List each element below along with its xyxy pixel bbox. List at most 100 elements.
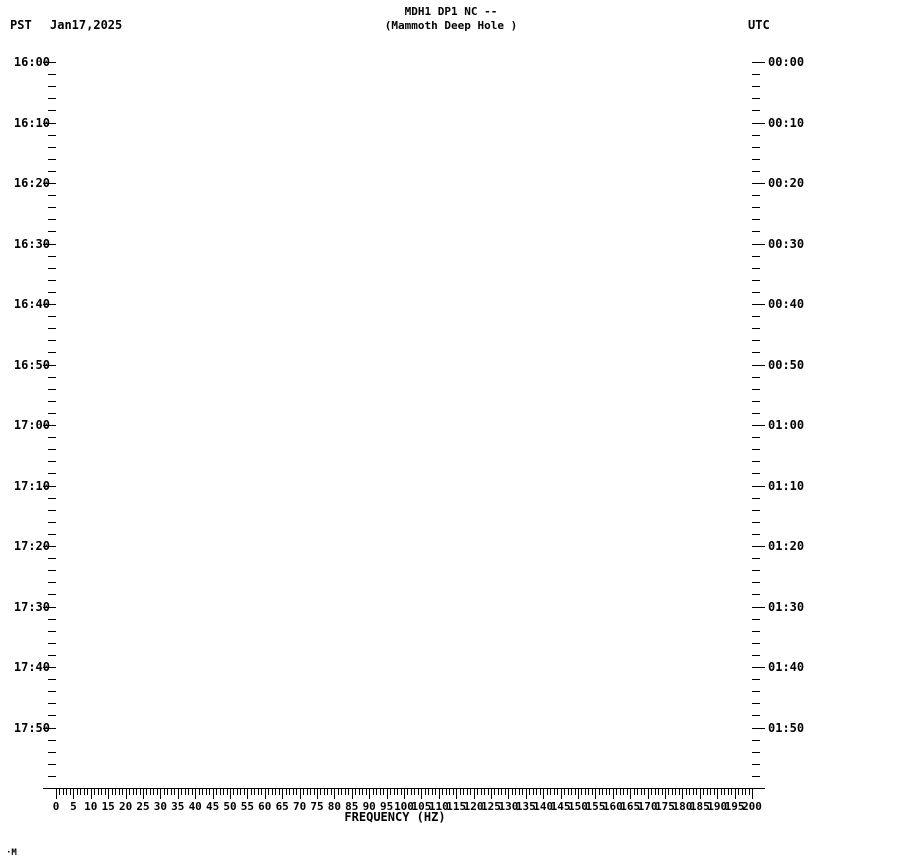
freq-tick-major bbox=[578, 788, 579, 799]
time-tick-minor-right bbox=[752, 522, 760, 523]
station-title-secondary: (Mammoth Deep Hole ) bbox=[384, 19, 518, 32]
freq-tick-minor bbox=[742, 788, 743, 795]
freq-tick-minor bbox=[233, 788, 234, 795]
time-tick-minor-right bbox=[752, 171, 760, 172]
freq-label: 40 bbox=[188, 800, 202, 813]
freq-label: 165 bbox=[620, 800, 641, 813]
time-tick-minor-left bbox=[48, 703, 56, 704]
freq-tick-minor bbox=[289, 788, 290, 795]
freq-tick-minor bbox=[348, 788, 349, 795]
freq-tick-major bbox=[56, 788, 57, 799]
time-tick-minor-left bbox=[48, 643, 56, 644]
freq-label: 105 bbox=[411, 800, 432, 813]
freq-tick-minor bbox=[620, 788, 621, 795]
freq-tick-minor bbox=[606, 788, 607, 795]
freq-tick-major bbox=[91, 788, 92, 799]
freq-tick-minor bbox=[136, 788, 137, 795]
time-tick-major-right bbox=[752, 425, 765, 426]
freq-tick-minor bbox=[327, 788, 328, 795]
freq-tick-minor bbox=[425, 788, 426, 795]
time-tick-minor-left bbox=[48, 498, 56, 499]
freq-tick-minor bbox=[167, 788, 168, 795]
freq-label: 75 bbox=[310, 800, 324, 813]
time-tick-minor-right bbox=[752, 389, 760, 390]
freq-tick-minor bbox=[87, 788, 88, 795]
freq-tick-minor bbox=[411, 788, 412, 795]
time-tick-major-right bbox=[752, 123, 765, 124]
freq-tick-minor bbox=[272, 788, 273, 795]
freq-tick-major bbox=[613, 788, 614, 799]
freq-tick-minor bbox=[174, 788, 175, 795]
freq-tick-major bbox=[682, 788, 683, 799]
freq-label: 95 bbox=[379, 800, 394, 813]
freq-tick-minor bbox=[689, 788, 690, 795]
time-tick-minor-left bbox=[48, 231, 56, 232]
freq-tick-minor bbox=[199, 788, 200, 795]
freq-tick-minor bbox=[220, 788, 221, 795]
time-tick-minor-left bbox=[48, 340, 56, 341]
time-tick-minor-right bbox=[752, 691, 760, 692]
freq-label: 20 bbox=[118, 800, 133, 813]
time-axis-right: 00:00 00:10 00:20 00:30 00:40 00:50 01:00 01:10… bbox=[752, 0, 842, 864]
freq-tick-minor bbox=[401, 788, 402, 795]
freq-tick-minor bbox=[442, 788, 443, 795]
freq-tick-minor bbox=[484, 788, 485, 795]
freq-tick-minor bbox=[547, 788, 548, 795]
freq-tick-minor bbox=[686, 788, 687, 795]
freq-tick-minor bbox=[463, 788, 464, 795]
freq-tick-minor bbox=[244, 788, 245, 795]
freq-label: 60 bbox=[258, 800, 272, 813]
freq-tick-minor bbox=[101, 788, 102, 795]
time-tick-minor-right bbox=[752, 86, 760, 87]
freq-tick-minor bbox=[150, 788, 151, 795]
freq-tick-minor bbox=[303, 788, 304, 795]
freq-tick-minor bbox=[749, 788, 750, 795]
time-tick-major-right bbox=[752, 546, 765, 547]
time-label-left: 16:00 bbox=[13, 55, 50, 69]
time-tick-minor-right bbox=[752, 256, 760, 257]
time-tick-minor-right bbox=[752, 74, 760, 75]
time-tick-minor-left bbox=[48, 256, 56, 257]
freq-tick-minor bbox=[66, 788, 67, 795]
freq-label: 80 bbox=[327, 800, 342, 813]
freq-tick-minor bbox=[446, 788, 447, 795]
time-tick-minor-right bbox=[752, 352, 760, 353]
freq-tick-major bbox=[247, 788, 248, 799]
freq-tick-minor bbox=[324, 788, 325, 795]
freq-tick-minor bbox=[470, 788, 471, 795]
freq-tick-minor bbox=[575, 788, 576, 795]
time-tick-minor-left bbox=[48, 110, 56, 111]
spectrogram-canvas[interactable] bbox=[56, 62, 752, 788]
freq-tick-minor bbox=[634, 788, 635, 795]
freq-tick-minor bbox=[390, 788, 391, 795]
freq-label: 120 bbox=[463, 800, 484, 813]
freq-label: 50 bbox=[223, 800, 237, 813]
time-label-left: 17:50 bbox=[13, 720, 50, 735]
seismogram-trace[interactable] bbox=[806, 62, 902, 792]
freq-tick-minor bbox=[397, 788, 398, 795]
time-tick-minor-right bbox=[752, 280, 760, 281]
freq-tick-minor bbox=[714, 788, 715, 795]
freq-label: 130 bbox=[498, 800, 519, 813]
time-tick-major-right bbox=[752, 667, 765, 668]
time-tick-minor-right bbox=[752, 207, 760, 208]
time-tick-minor-left bbox=[48, 764, 56, 765]
freq-tick-minor bbox=[153, 788, 154, 795]
time-tick-minor-right bbox=[752, 679, 760, 680]
freq-tick-minor bbox=[140, 788, 141, 795]
time-tick-major-left bbox=[43, 667, 56, 668]
freq-tick-minor bbox=[63, 788, 64, 795]
time-tick-major-left bbox=[43, 304, 56, 305]
seismogram-canvas[interactable] bbox=[806, 62, 902, 792]
time-tick-major-left bbox=[43, 607, 56, 608]
freq-tick-minor bbox=[515, 788, 516, 795]
time-tick-minor-left bbox=[48, 219, 56, 220]
time-tick-minor-left bbox=[48, 679, 56, 680]
freq-tick-minor bbox=[494, 788, 495, 795]
time-tick-minor-right bbox=[752, 159, 760, 160]
freq-tick-minor bbox=[380, 788, 381, 795]
spectrogram-image[interactable] bbox=[56, 62, 752, 788]
time-label-right: 01:00 bbox=[768, 418, 805, 432]
time-tick-minor-left bbox=[48, 86, 56, 87]
time-tick-minor-left bbox=[48, 473, 56, 474]
